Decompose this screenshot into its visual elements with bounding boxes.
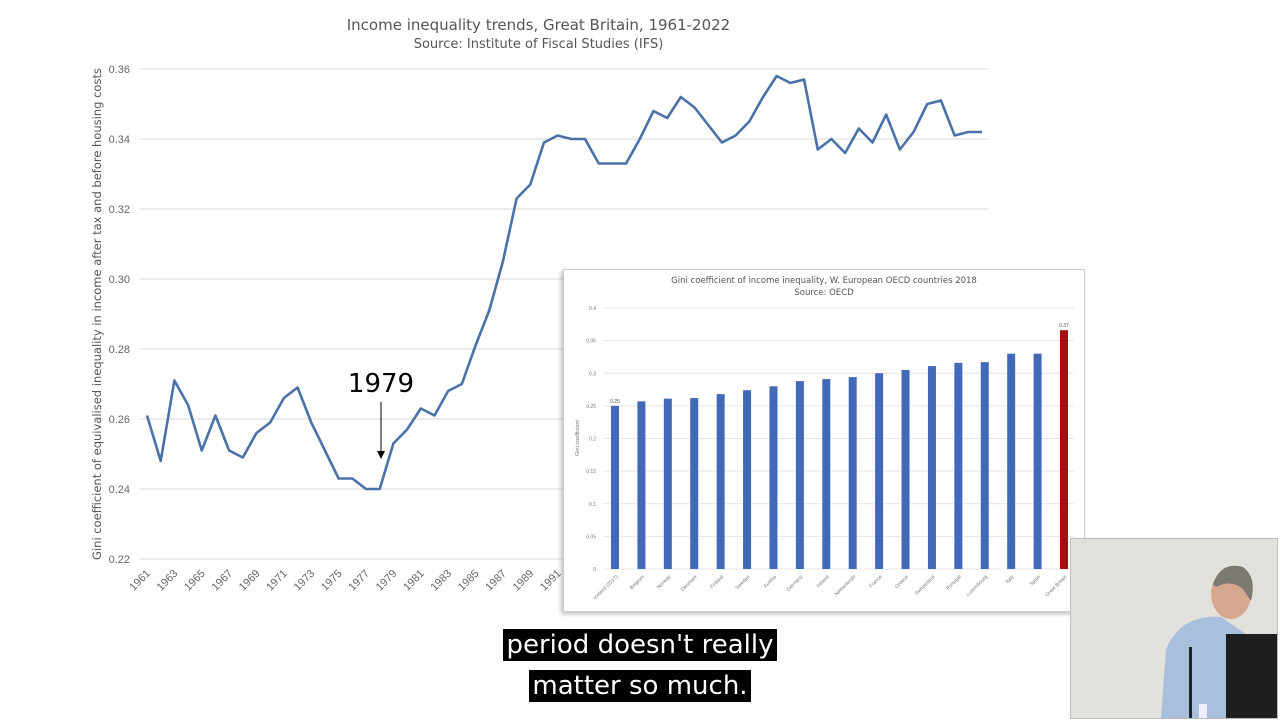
main-chart-title: Income inequality trends, Great Britain,…: [346, 16, 731, 34]
inset-chart-title: Gini coefficient of income inequality, W…: [671, 276, 977, 286]
x-tick-label: 1989: [511, 568, 537, 594]
x-tick-label: Ireland: [816, 574, 831, 589]
bar-greece: [901, 369, 910, 569]
x-tick-label: Norway: [656, 574, 673, 591]
speaker-figure: [1161, 565, 1277, 718]
x-tick-label: Greece: [894, 574, 910, 590]
x-tick-label: 1967: [209, 568, 235, 594]
bar-denmark: [690, 398, 699, 569]
bar-france: [875, 373, 884, 569]
x-tick-label: 1961: [127, 568, 153, 594]
x-tick-label: 1987: [483, 568, 509, 594]
bar-finland: [716, 394, 725, 569]
x-tick-label: Italy: [1005, 574, 1016, 585]
x-tick-label: 1969: [237, 568, 263, 594]
x-tick-label: Finland: [709, 574, 725, 590]
y-tick-label: 0.28: [109, 344, 130, 356]
data-label: 0.25: [610, 399, 620, 405]
bar-belgium: [637, 401, 646, 569]
x-tick-label: France: [868, 574, 883, 589]
y-tick-label: 0.30: [109, 274, 130, 286]
inset-chart-subtitle: Source: OECD: [794, 288, 854, 298]
bar-netherlands: [848, 377, 857, 569]
x-tick-label: Luxembourg: [965, 574, 989, 598]
y-tick-label: 0.3: [589, 371, 596, 377]
speaker-webcam: [1070, 538, 1278, 719]
annotation-1979-label: 1979: [348, 369, 414, 399]
bar-italy: [1007, 353, 1016, 569]
bar-portugal: [954, 362, 963, 569]
y-tick-label: 0.15: [586, 469, 596, 475]
y-tick-label: 0.26: [109, 414, 130, 426]
y-tick-label: 0.05: [586, 534, 596, 540]
x-tick-label: Austria: [763, 574, 778, 589]
x-tick-label: Denmark: [680, 574, 699, 593]
x-tick-label: Belgium: [629, 574, 646, 591]
x-tick-label: 1973: [292, 568, 318, 594]
x-tick-label: 1979: [374, 568, 400, 594]
x-tick-label: 1985: [456, 568, 482, 594]
y-axis-label: Gini coefficient of equivalised inequali…: [90, 68, 104, 560]
caption-line-2: matter so much.: [0, 670, 1280, 702]
annotation-arrowhead: [377, 451, 385, 459]
inset-bar-chart: Gini coefficient of income inequality, W…: [563, 269, 1085, 612]
x-tick-label: Great Britain: [1044, 574, 1068, 598]
x-tick-label: 1971: [264, 568, 290, 594]
x-tick-label: Spain: [1029, 574, 1042, 587]
y-tick-label: 0.1: [589, 502, 596, 508]
x-tick-label: Iceland (2017): [593, 574, 620, 601]
x-tick-label: 1991: [538, 568, 564, 594]
x-tick-label: Portugal: [945, 574, 962, 591]
y-tick-label: 0.4: [589, 306, 596, 312]
bar-sweden: [743, 390, 752, 569]
x-tick-label: Germany: [786, 574, 805, 593]
y-axis-label: Gini coefficient: [575, 420, 581, 456]
caption-line-1: period doesn't really: [0, 629, 1280, 661]
y-tick-label: 0.25: [586, 404, 596, 410]
y-tick-label: 0.36: [109, 64, 130, 76]
x-tick-label: 1963: [155, 568, 181, 594]
bar-spain: [1033, 353, 1042, 569]
bar-norway: [663, 398, 672, 569]
x-tick-label: 1975: [319, 568, 345, 594]
x-tick-label: Netherlands: [834, 574, 858, 598]
x-tick-label: 1965: [182, 568, 208, 594]
y-tick-label: 0.2: [589, 437, 596, 443]
bar-great-britain: [1060, 330, 1068, 569]
main-chart-subtitle: Source: Institute of Fiscal Studies (IFS…: [413, 37, 664, 52]
x-tick-label: Switzerland: [914, 574, 937, 597]
gini-line-series: [145, 74, 982, 491]
y-tick-label: 0.22: [109, 554, 130, 566]
bar-switzerland: [927, 366, 936, 569]
bar-ireland: [822, 379, 831, 569]
y-tick-label: 0.32: [109, 204, 130, 216]
x-tick-label: 1983: [428, 568, 454, 594]
x-tick-label: 1981: [401, 568, 427, 594]
x-tick-label: 1977: [346, 568, 372, 594]
bar-luxembourg: [980, 362, 989, 569]
bar-austria: [769, 386, 778, 569]
bar-germany: [795, 381, 804, 569]
data-label: 0.37: [1059, 323, 1069, 329]
y-tick-label: 0.35: [586, 339, 596, 345]
x-tick-label: Sweden: [734, 574, 751, 591]
bar-iceland-: [611, 405, 619, 569]
y-tick-label: 0.24: [109, 484, 130, 496]
y-tick-label: 0: [593, 567, 596, 573]
y-tick-label: 0.34: [109, 134, 130, 146]
